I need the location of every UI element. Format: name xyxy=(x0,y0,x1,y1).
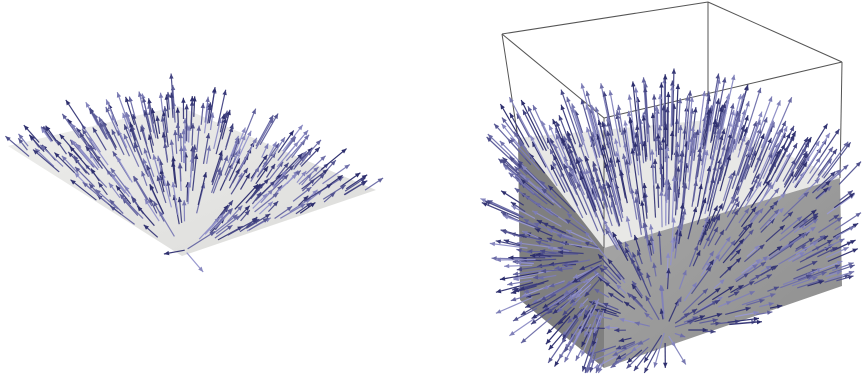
vector-glyph-head xyxy=(496,240,501,244)
vector-glyph-shaft xyxy=(661,191,662,228)
vector-glyph-head xyxy=(848,275,854,279)
vector-glyph-head xyxy=(181,98,186,103)
vector-glyph-head xyxy=(716,74,720,79)
left-panel xyxy=(5,74,383,273)
vector-glyph-head xyxy=(117,92,121,98)
vector-glyph-head xyxy=(856,213,862,218)
vector-glyph-head xyxy=(561,105,565,111)
vector-glyph-head xyxy=(609,90,613,95)
vector-glyph-shaft xyxy=(66,100,85,129)
vector-glyph-head xyxy=(184,104,189,109)
vector-glyph-head xyxy=(828,147,833,153)
vector-glyph-head xyxy=(603,91,607,96)
vector-glyph-head xyxy=(511,297,517,301)
vector-glyph-head xyxy=(832,149,837,155)
vector-glyph-head xyxy=(504,264,509,268)
vector-glyph-head xyxy=(66,100,71,106)
vector-glyph-head xyxy=(169,74,173,79)
vector-glyph-head xyxy=(816,157,821,163)
vector-glyph-head xyxy=(548,357,553,363)
vector-glyph-head xyxy=(500,276,505,280)
vector-glyph-head xyxy=(768,96,772,102)
vector-glyph-head xyxy=(289,131,294,137)
vector-glyph-head xyxy=(642,77,647,82)
vector-glyph-shaft xyxy=(667,146,668,203)
vector-glyph-head xyxy=(758,112,762,118)
vector-glyph-head xyxy=(62,114,67,120)
vector-glyph-head xyxy=(222,90,226,96)
vector-glyph-head xyxy=(502,230,508,234)
vector-glyph-head xyxy=(503,215,509,219)
vector-glyph-head xyxy=(378,178,384,183)
vector-glyph-head xyxy=(617,105,621,110)
vector-glyph-head xyxy=(663,74,668,79)
vector-glyph-head xyxy=(561,90,565,96)
vector-glyph-head xyxy=(590,367,594,373)
vector-glyph-head xyxy=(151,108,155,113)
vector-glyph-head xyxy=(835,129,840,135)
flat-sheet-surface xyxy=(8,106,376,256)
vector-glyph-shaft xyxy=(496,260,536,261)
vector-glyph-head xyxy=(757,88,761,94)
vector-glyph-head xyxy=(722,77,726,82)
vector-glyph-head xyxy=(559,115,563,121)
vector-glyph-head xyxy=(745,101,749,107)
vector-glyph-head xyxy=(767,311,773,315)
vector-glyph-head xyxy=(672,69,677,74)
vector-glyph-shaft xyxy=(260,114,278,145)
vector-glyph-head xyxy=(147,98,151,103)
vector-glyph-head xyxy=(600,83,604,89)
vector-glyph-shaft xyxy=(661,82,662,126)
vector-glyph-shaft xyxy=(669,185,670,225)
vector-glyph-head xyxy=(513,272,518,277)
vector-glyph-head xyxy=(663,363,668,368)
vector-glyph-head xyxy=(355,173,361,178)
vector-glyph-head xyxy=(507,282,512,286)
vector-glyph-head xyxy=(666,92,671,97)
vector-glyph-head xyxy=(652,94,657,99)
vector-glyph-shaft xyxy=(668,92,669,147)
vector-glyph-head xyxy=(624,120,628,125)
vector-glyph-head xyxy=(644,357,649,363)
vector-glyph-shaft xyxy=(256,115,273,146)
vector-glyph-head xyxy=(125,97,129,103)
vector-glyph-head xyxy=(280,137,285,143)
vector-glyph-head xyxy=(753,121,757,127)
vector-glyph-head xyxy=(676,84,681,89)
vector-glyph-head xyxy=(164,251,170,255)
vector-glyph-head xyxy=(212,87,216,92)
vector-glyph-head xyxy=(509,331,515,336)
vector-glyph-head xyxy=(344,165,350,170)
vector-glyph-head xyxy=(566,97,570,103)
right-panel xyxy=(480,2,861,373)
vector-glyph-head xyxy=(731,75,735,80)
vector-glyph-head xyxy=(571,103,575,109)
